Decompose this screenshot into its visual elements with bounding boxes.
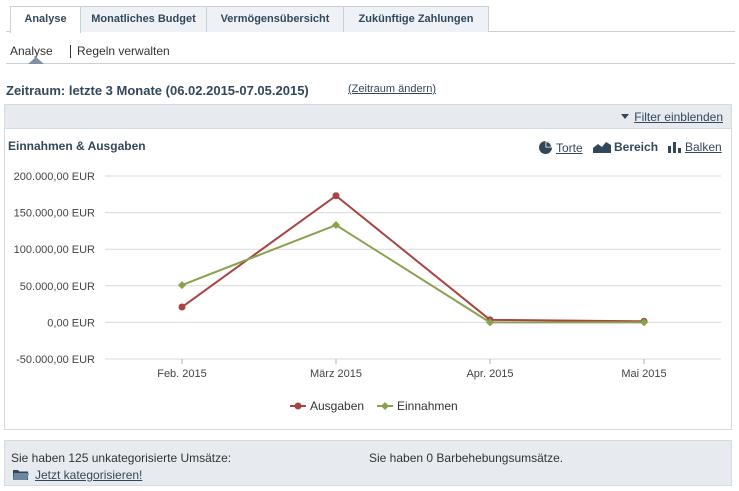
tab-monatliches-budget[interactable]: Monatliches Budget — [80, 6, 207, 32]
chart-title: Einnahmen & Ausgaben — [8, 139, 146, 153]
y-tick-label: 100.000,00 EUR — [14, 244, 95, 256]
bar-chart-switch[interactable]: Balken — [667, 140, 722, 154]
data-point-ausgaben — [332, 192, 340, 200]
x-tick-label: Mai 2015 — [621, 368, 666, 380]
show-filter-link[interactable]: Filter einblenden — [621, 110, 723, 124]
legend-label-einnahmen: Einnahmen — [397, 399, 458, 413]
area-chart-switch-label: Bereich — [614, 140, 659, 154]
main-tabs: Analyse Monatliches Budget Vermögensüber… — [6, 6, 735, 33]
area-chart-switch[interactable]: Bereich — [593, 140, 658, 154]
legend-label-ausgaben: Ausgaben — [310, 399, 364, 413]
tab-analyse[interactable]: Analyse — [10, 6, 81, 33]
y-tick-label: 0,00 EUR — [47, 317, 95, 329]
tab-vermoegensuebersicht[interactable]: Vermögensübersicht — [206, 6, 344, 32]
income-expense-line-chart: 200.000,00 EUR 150.000,00 EUR 100.000,00 E… — [14, 171, 721, 413]
subtab-analyse[interactable]: Analyse — [10, 44, 53, 58]
bar-chart-switch-label: Balken — [685, 140, 722, 154]
data-point-einnahmen — [332, 221, 340, 230]
x-tick-label: Feb. 2015 — [157, 368, 207, 380]
pie-chart-switch[interactable]: Torte — [538, 140, 583, 155]
bar-chart-icon — [668, 142, 681, 153]
info-bar: Sie haben 125 unkategorisierte Umsätze: … — [4, 440, 732, 486]
chart-panel: Filter einblenden Einnahmen & Ausgaben T… — [4, 104, 732, 430]
pie-chart-switch-label: Torte — [556, 141, 583, 155]
subtab-regeln-verwalten[interactable]: Regeln verwalten — [77, 44, 170, 58]
sub-tabs: Analyse Regeln verwalten — [6, 44, 735, 64]
data-point-einnahmen — [640, 318, 648, 327]
show-filter-label: Filter einblenden — [634, 110, 723, 124]
area-chart-icon — [593, 142, 611, 153]
data-point-einnahmen — [178, 281, 186, 290]
legend-marker — [381, 402, 389, 410]
series-line-einnahmen — [181, 224, 644, 324]
period-heading: Zeitraum: letzte 3 Monate (06.02.2015-07… — [6, 83, 309, 98]
cash-withdrawal-message: Sie haben 0 Barbehebungsumsätze. — [369, 451, 564, 465]
filter-bar: Filter einblenden — [5, 105, 731, 129]
series-line-ausgaben — [181, 194, 645, 323]
subtab-separator — [70, 45, 71, 58]
folder-icon — [13, 470, 29, 480]
y-tick-label: 50.000,00 EUR — [20, 281, 95, 293]
caret-down-icon — [621, 114, 630, 119]
tab-zukuenftige-zahlungen[interactable]: Zukünftige Zahlungen — [343, 6, 489, 32]
y-tick-label: -50.000,00 EUR — [16, 354, 95, 366]
legend-marker — [294, 402, 302, 410]
categorize-now-link[interactable]: Jetzt kategorisieren! — [35, 468, 143, 482]
x-tick-label: Apr. 2015 — [466, 368, 513, 380]
data-point-einnahmen — [486, 318, 494, 327]
data-point-ausgaben — [178, 303, 186, 311]
y-tick-label: 200.000,00 EUR — [14, 171, 95, 183]
y-tick-label: 150.000,00 EUR — [14, 208, 95, 220]
change-period-link[interactable]: (Zeitraum ändern) — [348, 83, 437, 95]
pie-chart-icon — [539, 141, 552, 154]
x-tick-label: März 2015 — [310, 368, 362, 380]
active-subtab-indicator — [28, 57, 44, 64]
uncategorized-message: Sie haben 125 unkategorisierte Umsätze: — [11, 451, 232, 465]
